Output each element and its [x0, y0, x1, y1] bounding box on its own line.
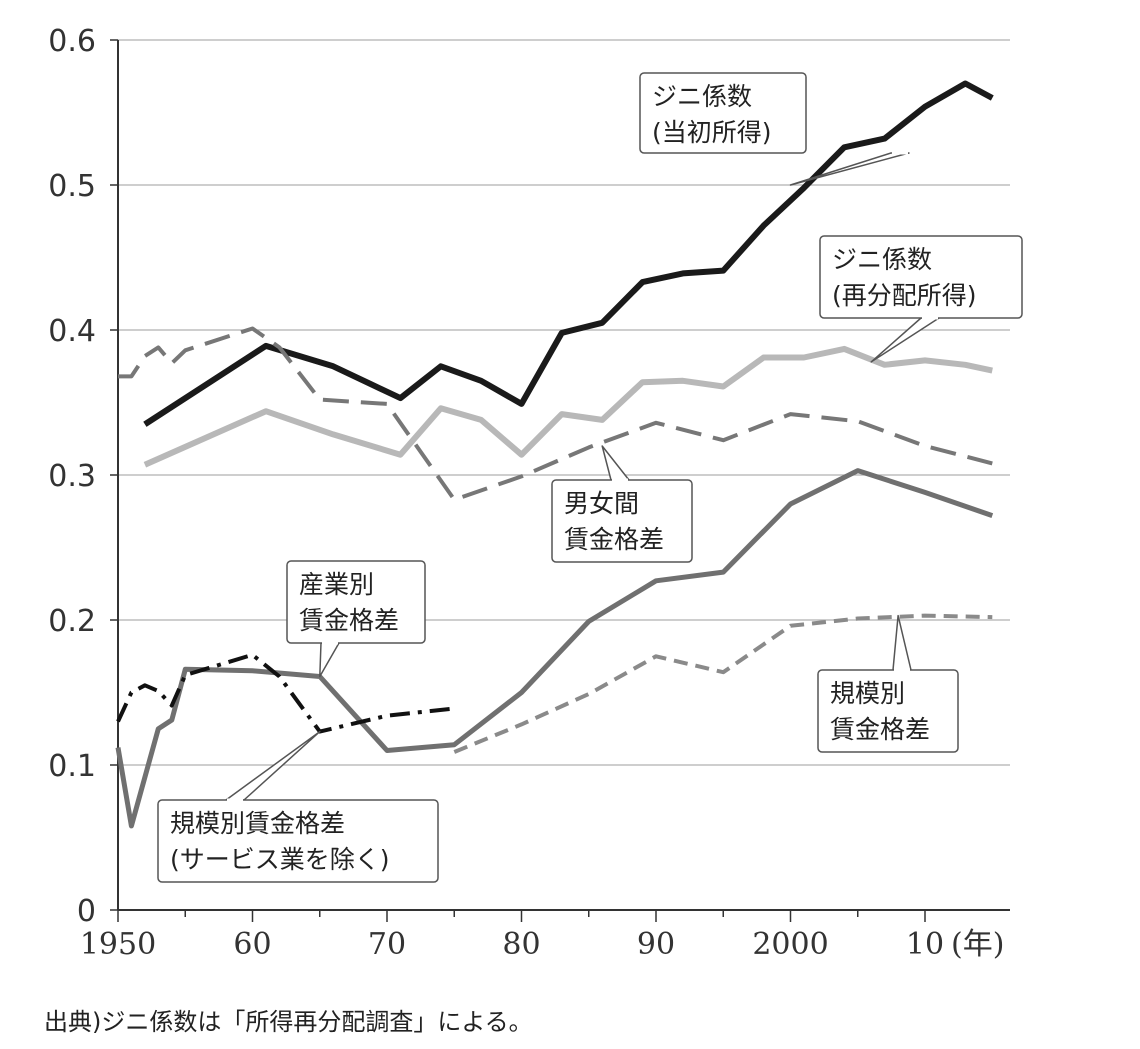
series-line-1: ジニ係数 (当初所得)	[143, 80, 994, 427]
callout-text: 賃金格差	[299, 606, 399, 635]
callout-text: ジニ係数	[652, 82, 752, 111]
gridlines	[118, 39, 1010, 766]
x-tick-label: 80	[502, 927, 540, 962]
x-unit-label: (年)	[951, 927, 1004, 962]
y-tick-label: 0.5	[48, 169, 96, 204]
callout-text: (サービス業を除く)	[170, 845, 390, 874]
callout-text: 賃金格差	[830, 715, 930, 744]
callout-box	[157, 799, 439, 883]
x-tick-label: 1950	[80, 927, 156, 962]
callout-text: 規模別	[830, 679, 905, 708]
y-tick-label: 0	[77, 894, 96, 929]
callout-text: ジニ係数	[832, 245, 932, 274]
callout-text: 産業別	[299, 570, 374, 599]
axes	[110, 39, 1010, 922]
callout-2: ジニ係数 (再分配所得)	[819, 235, 1023, 363]
callout-box	[286, 560, 426, 644]
callout-text: 規模別賃金格差	[170, 809, 345, 838]
callout-box	[819, 235, 1023, 319]
x-tick-label: 60	[233, 927, 271, 962]
y-tick-labels: 0 0.1 0.2 0.3 0.4 0.5 0.6	[48, 24, 96, 929]
callouts: ジニ係数(当初所得)ジニ係数(再分配所得)男女間賃金格差産業別賃金格差規模別賃金…	[157, 72, 1023, 883]
x-tick-label: 70	[368, 927, 406, 962]
series-line-2: ジニ係数(再分配所得)	[143, 345, 993, 468]
x-tick-label: 90	[637, 927, 675, 962]
callout-pointer	[789, 152, 910, 186]
callout-text: (当初所得)	[652, 118, 772, 147]
callout-box	[639, 72, 807, 154]
callout-pointer	[225, 730, 321, 801]
callout-pointer	[870, 317, 940, 363]
callout-6: 規模別賃金格差 (サービス業を除く)	[157, 730, 439, 883]
y-tick-label: 0.6	[48, 24, 96, 59]
series-line-6: 規模別賃金格差(サービス業を除く)	[116, 652, 455, 734]
y-tick-label: 0.1	[48, 749, 96, 784]
callout-text: (再分配所得)	[832, 281, 977, 310]
callout-text: 賃金格差	[564, 525, 664, 554]
callout-pointer	[892, 614, 912, 671]
callout-5: 規模別賃金格差	[817, 614, 959, 753]
x-tick-label: 10	[906, 927, 944, 962]
callout-1: ジニ係数 (当初所得)	[639, 72, 910, 186]
callout-text: 男女間	[564, 489, 639, 518]
line-chart: 0 0.1 0.2 0.3 0.4 0.5 0.6 1950 60 70 80 90 2000 10 (年…	[48, 24, 1023, 962]
y-tick-label: 0.2	[48, 604, 96, 639]
x-tick-label: 2000	[752, 927, 828, 962]
data-series: ジニ係数(当初所得)ジニ係数(再分配所得)男女間賃金格差産業別賃金格差規模別賃金…	[115, 80, 994, 829]
y-tick-label: 0.4	[48, 314, 96, 349]
y-tick-label: 0.3	[48, 459, 96, 494]
callout-box	[817, 669, 959, 753]
x-tick-labels: 1950 60 70 80 90 2000 10 (年)	[80, 927, 1005, 962]
callout-pointer	[319, 642, 340, 678]
series-line-5: 規模別賃金格差	[453, 613, 993, 754]
source-note: 出典)ジニ係数は「所得再分配調査」による。	[44, 1008, 533, 1036]
